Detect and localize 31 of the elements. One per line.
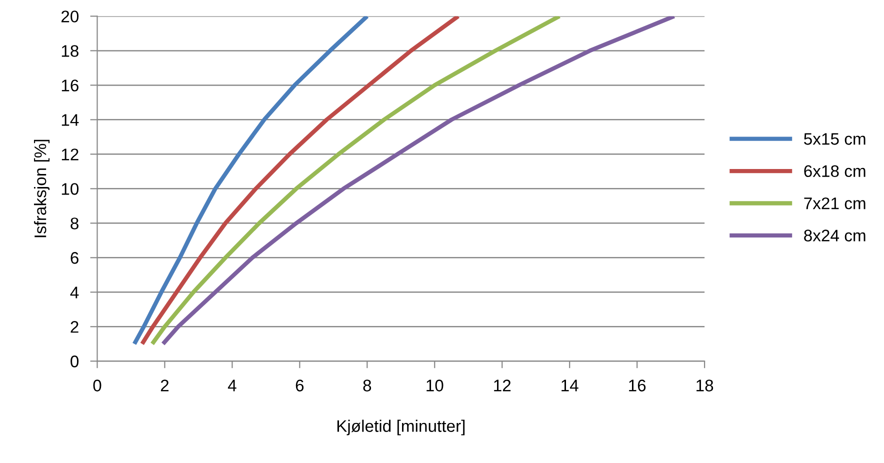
legend-label: 5x15 cm — [804, 133, 866, 145]
x-tick-label: 10 — [426, 380, 444, 392]
y-tick-label: 16 — [62, 80, 78, 92]
x-tick-label: 12 — [494, 380, 511, 392]
y-tick-label: 10 — [62, 183, 79, 195]
y-tick-label: 8 — [70, 218, 78, 230]
x-axis-title: Kjøletid [minutter] — [337, 420, 465, 436]
x-tick-label: 4 — [228, 380, 236, 392]
line-series — [160, 16, 676, 346]
y-tick-label: 2 — [70, 321, 78, 333]
x-tick-label: 0 — [93, 380, 102, 392]
y-tick-label: 0 — [70, 356, 79, 368]
legend-label: 7x21 cm — [804, 197, 866, 210]
x-tick-label: 16 — [629, 380, 646, 392]
x-tick-label: 14 — [562, 380, 578, 392]
y-tick-label: 14 — [62, 114, 79, 126]
y-tick-label: 12 — [62, 148, 78, 160]
line-series — [132, 16, 370, 346]
x-tick-label: 8 — [363, 380, 372, 392]
line-series — [150, 16, 562, 346]
y-axis-title: Isfraksjon [%] — [34, 140, 50, 238]
legend-label: 6x18 cm — [804, 165, 866, 178]
x-tick-label: 2 — [160, 380, 169, 392]
x-tick-label: 6 — [296, 380, 304, 392]
y-tick-label: 6 — [70, 252, 78, 264]
y-tick-label: 4 — [70, 286, 79, 298]
y-tick-label: 18 — [62, 45, 78, 57]
x-tick-label: 18 — [696, 380, 714, 392]
line-series — [140, 16, 460, 346]
y-tick-label: 20 — [61, 10, 79, 22]
legend-label: 8x24 cm — [804, 230, 866, 242]
